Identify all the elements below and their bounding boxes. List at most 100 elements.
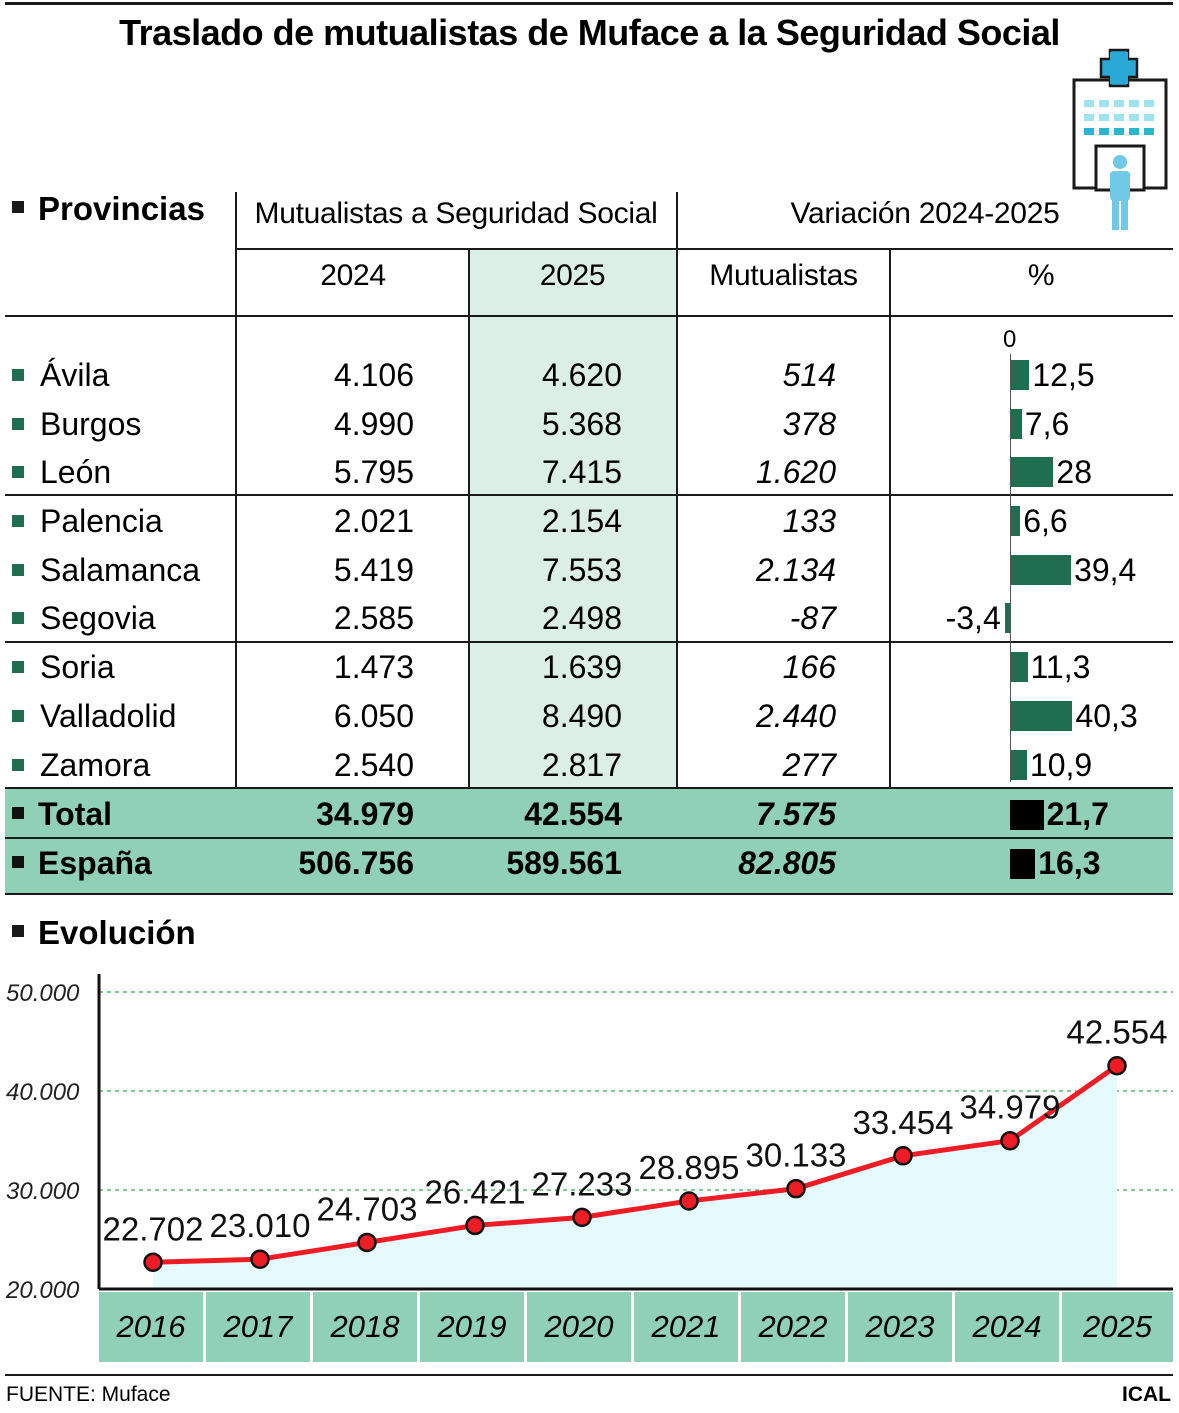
value-2025: 7.415: [541, 454, 622, 490]
page-title: Traslado de mutualistas de Muface a la S…: [119, 12, 1060, 53]
value-2024: 2.540: [333, 747, 414, 783]
value-2024: 6.050: [333, 698, 414, 734]
data-point: [1107, 1055, 1127, 1076]
x-tick-label: 2016: [99, 1292, 203, 1362]
pct-bar: [1010, 457, 1054, 487]
pct-bar: [1010, 506, 1021, 536]
value-2024: 506.756: [298, 845, 414, 881]
province-label: Salamanca: [40, 552, 201, 588]
pct-bar: [1010, 360, 1030, 390]
y-tick-label: 20.000: [5, 1277, 80, 1300]
y-tick-label: 30.000: [6, 1178, 80, 1205]
hospital-icon: [1072, 48, 1168, 230]
pct-bar: [1004, 603, 1010, 633]
value-2024: 34.979: [316, 796, 414, 832]
data-point: [572, 1207, 592, 1228]
variation-header: Variación 2024-2025: [790, 197, 1060, 230]
x-tick-label: 2021: [634, 1292, 738, 1362]
mutualistas-change: 2.440: [755, 698, 836, 734]
value-2024: 2.021: [333, 503, 414, 539]
evolution-header: Evolución: [12, 914, 196, 952]
square-bullet-icon: [12, 806, 24, 819]
mutualistas-change: 378: [782, 406, 836, 442]
x-tick-label: 2020: [527, 1292, 631, 1362]
x-tick-label: 2017: [206, 1292, 310, 1362]
value-2025: 5.368: [541, 406, 622, 442]
col-2025-highlight: [469, 250, 676, 790]
divider: [468, 316, 470, 894]
col-header-pct: %: [1027, 259, 1055, 292]
col-header-2024: 2024: [320, 259, 386, 292]
y-tick-label: 40.000: [6, 1079, 80, 1106]
pct-label: 21,7: [1046, 796, 1109, 832]
value-2025: 4.620: [541, 357, 622, 393]
source-text: FUENTE: Muface: [6, 1383, 171, 1406]
data-point: [893, 1146, 913, 1166]
square-bullet-icon: [12, 514, 24, 527]
province-label: Palencia: [40, 503, 163, 539]
province-name: Valladolid: [12, 692, 176, 740]
divider: [235, 192, 237, 316]
mutualistas-change: -87: [789, 600, 836, 636]
divider: [5, 494, 1173, 496]
table-row: Burgos 4.990 5.368 378 7,6: [0, 400, 1179, 448]
value-2025: 2.498: [541, 600, 622, 636]
mutualistas-change: 2.134: [755, 552, 836, 588]
pct-bar: [1010, 701, 1073, 731]
mutualistas-change: 7.575: [755, 796, 836, 832]
value-2025: 1.639: [541, 649, 622, 685]
divider: [889, 249, 891, 316]
x-tick-label: 2018: [313, 1292, 417, 1362]
province-name: León: [12, 448, 111, 496]
pct-label: 7,6: [1024, 406, 1070, 442]
value-2025: 589.561: [506, 845, 622, 881]
footer-rule: [5, 1374, 1173, 1376]
series-line: [152, 1063, 1119, 1265]
value-2024: 4.106: [333, 357, 414, 393]
divider: [5, 837, 1173, 839]
data-label: 33.454: [853, 1104, 954, 1141]
divider: [5, 787, 1173, 789]
square-bullet-icon: [12, 611, 24, 624]
top-rule: [5, 2, 1173, 5]
x-tick-label: 2019: [420, 1292, 524, 1362]
data-label: 27.233: [532, 1165, 633, 1202]
total-row: España 506.756 589.561 82.805 16,3: [0, 839, 1179, 887]
province-label: Ávila: [40, 357, 110, 393]
pct-bar: [1010, 409, 1022, 439]
provincias-header: Provincias: [12, 190, 205, 228]
province-name: Segovia: [12, 594, 156, 642]
province-label: Total: [38, 796, 113, 832]
divider: [235, 316, 237, 894]
value-2024: 1.473: [333, 649, 414, 685]
total-row: Total 34.979 42.554 7.575 21,7: [0, 790, 1179, 838]
x-tick-label: 2024: [955, 1292, 1059, 1362]
data-label: 24.703: [317, 1190, 418, 1227]
area-fill: [153, 1065, 1117, 1289]
square-bullet-icon: [12, 758, 24, 771]
value-2025: 8.490: [541, 698, 622, 734]
value-2024: 2.585: [333, 600, 414, 636]
pct-label: 10,9: [1029, 747, 1093, 783]
pct-label: -3,4: [945, 600, 1001, 636]
divider: [236, 248, 1173, 250]
square-bullet-icon: [12, 368, 24, 381]
data-point: [786, 1178, 806, 1199]
bar-zero-axis: [1010, 354, 1011, 782]
pct-bar: [1010, 849, 1036, 879]
square-bullet-icon: [12, 660, 24, 673]
data-label: 28.895: [639, 1149, 740, 1186]
province-name: Burgos: [12, 400, 141, 448]
province-label: Burgos: [40, 406, 142, 442]
pct-label: 28: [1056, 454, 1092, 490]
square-bullet-icon: [12, 563, 24, 576]
pct-bar: [1010, 800, 1044, 830]
pct-bar: [1010, 652, 1028, 682]
x-tick-label: 2023: [848, 1292, 952, 1362]
table-row: Valladolid 6.050 8.490 2.440 40,3: [0, 692, 1179, 740]
table-row: Segovia 2.585 2.498 -87 -3,4: [0, 594, 1179, 642]
value-2025: 2.817: [541, 747, 622, 783]
province-name: Ávila: [12, 351, 109, 399]
province-label: Valladolid: [40, 698, 177, 734]
data-point: [143, 1252, 163, 1273]
